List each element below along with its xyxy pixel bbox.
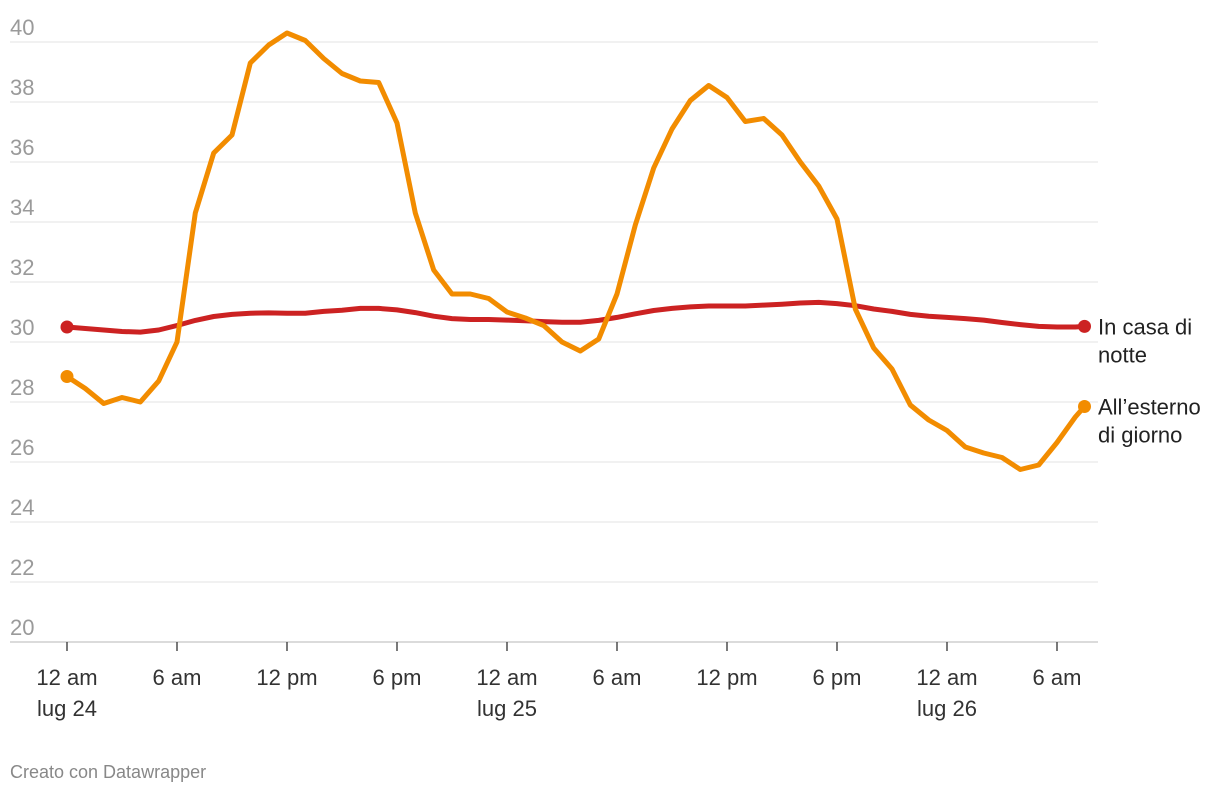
series-label: di giorno [1098, 423, 1182, 448]
y-tick-label: 32 [10, 255, 34, 280]
y-axis: 20 22 24 26 28 30 32 34 36 38 40 [10, 15, 34, 640]
y-tick-label: 38 [10, 75, 34, 100]
grid-lines [10, 41, 1098, 643]
y-tick-label: 24 [10, 495, 34, 520]
series-line-2 [64, 30, 1087, 472]
x-axis: 12 am lug 24 6 am 12 pm 6 pm 12 am lug 25 6 am 1… [36, 642, 1081, 721]
y-tick-label: 30 [10, 315, 34, 340]
series-end-point [1078, 319, 1091, 333]
y-tick-label: 26 [10, 435, 34, 460]
y-tick-label: 34 [10, 195, 34, 220]
x-tick-label: 6 pm [813, 665, 862, 690]
x-tick-label: lug 24 [37, 696, 97, 721]
x-tick-label: 6 am [1033, 665, 1082, 690]
y-tick-label: 40 [10, 15, 34, 40]
x-tick-label: 6 am [593, 665, 642, 690]
series-start-point [60, 320, 74, 334]
series-label: In casa di [1098, 314, 1192, 339]
x-tick-label: 12 pm [696, 665, 757, 690]
x-tick-label: 6 pm [373, 665, 422, 690]
x-tick-label: 12 am [916, 665, 977, 690]
series-label: notte [1098, 342, 1147, 367]
chart-credit: Creato con Datawrapper [10, 762, 207, 782]
y-tick-label: 20 [10, 615, 34, 640]
x-tick-label: 12 am [36, 665, 97, 690]
series-start-point [60, 370, 74, 383]
legend: In casa di notte All’esterno di giorno [1098, 314, 1201, 447]
y-tick-label: 22 [10, 555, 34, 580]
y-tick-label: 28 [10, 375, 34, 400]
series-label: All’esterno [1098, 395, 1201, 420]
series-line-1 [64, 299, 1087, 335]
x-tick-label: lug 26 [917, 696, 977, 721]
series-end-point [1078, 400, 1091, 413]
x-tick-label: 12 pm [256, 665, 317, 690]
x-tick-label: 12 am [476, 665, 537, 690]
x-tick-label: 6 am [153, 665, 202, 690]
y-tick-label: 36 [10, 135, 34, 160]
series-group [60, 30, 1091, 472]
x-tick-label: lug 25 [477, 696, 537, 721]
